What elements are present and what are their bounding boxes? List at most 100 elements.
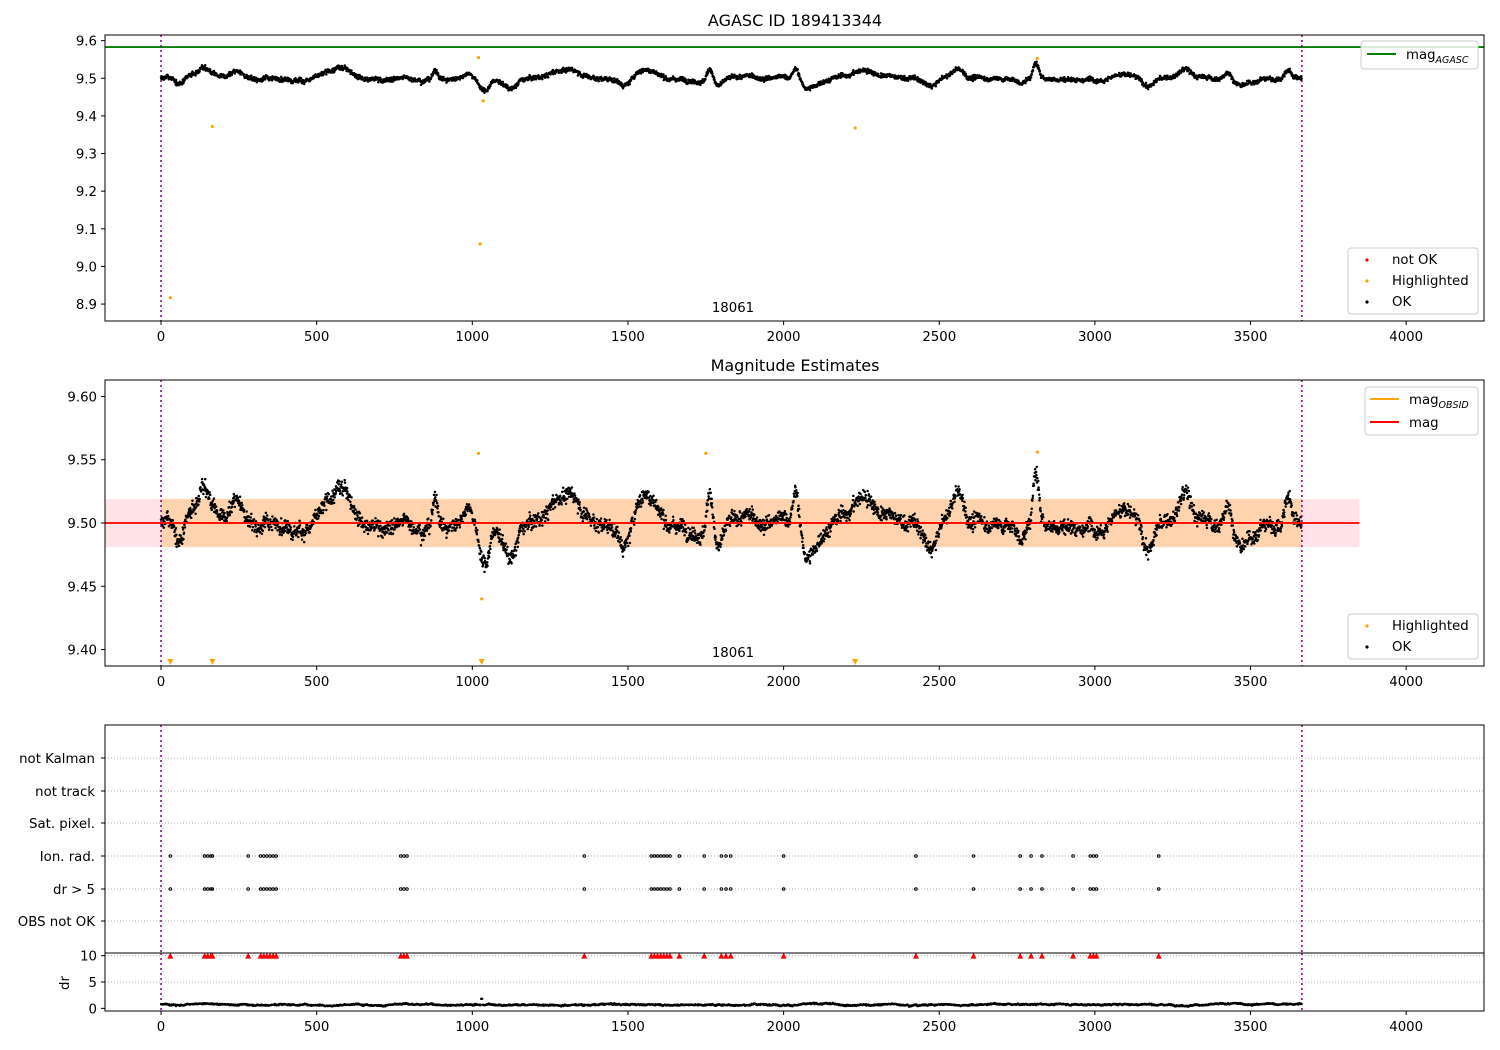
- ok-point: [429, 76, 433, 79]
- ok-point: [341, 494, 345, 497]
- ok-point: [387, 529, 390, 532]
- ok-point: [198, 500, 201, 503]
- ok-point: [302, 82, 306, 86]
- ok-point: [1210, 75, 1213, 79]
- ok-point: [316, 517, 320, 520]
- ok-point: [534, 525, 538, 528]
- ok-point: [208, 493, 212, 497]
- ok-point: [385, 531, 389, 534]
- legend-marker-ok: [1365, 300, 1369, 304]
- ok-point: [302, 540, 306, 544]
- ok-point: [194, 512, 197, 515]
- ok-point: [269, 525, 273, 529]
- ok-point: [249, 516, 252, 519]
- ok-point: [245, 510, 248, 513]
- ok-point: [199, 486, 202, 489]
- ok-point: [470, 74, 474, 77]
- ok-point: [431, 508, 435, 512]
- ok-point: [204, 495, 208, 499]
- ok-point: [255, 534, 259, 538]
- ok-point: [517, 541, 520, 544]
- ok-point: [906, 79, 910, 83]
- ok-point: [293, 525, 296, 528]
- ok-point: [474, 526, 478, 530]
- ok-point: [435, 493, 438, 497]
- ok-point: [425, 529, 429, 532]
- ok-point: [263, 525, 267, 529]
- ok-point: [191, 499, 194, 502]
- ok-point: [172, 524, 176, 528]
- ok-point: [552, 507, 555, 511]
- ok-point: [291, 535, 295, 538]
- ok-point: [504, 542, 508, 545]
- ok-point: [524, 525, 528, 529]
- ok-point: [230, 510, 233, 514]
- ok-point: [597, 79, 600, 83]
- ok-point: [270, 79, 274, 82]
- ok-point: [526, 527, 529, 531]
- ok-point: [409, 525, 413, 528]
- highlighted-point: [476, 55, 481, 60]
- ok-point: [296, 531, 300, 534]
- ok-point: [436, 71, 440, 75]
- ok-point: [375, 524, 379, 527]
- ok-point: [445, 536, 448, 539]
- ok-point: [162, 526, 166, 529]
- ok-point: [339, 489, 342, 493]
- highlighted-point: [210, 124, 214, 129]
- ok-point: [464, 74, 468, 78]
- ok-point: [522, 532, 525, 536]
- ok-point: [198, 497, 201, 501]
- legend-label-not-ok: not OK: [1392, 253, 1437, 268]
- ok-point: [241, 503, 244, 507]
- ok-point: [439, 523, 443, 527]
- ok-point: [517, 533, 520, 537]
- ok-point: [381, 536, 384, 539]
- ok-point: [537, 512, 540, 515]
- ok-point: [429, 519, 433, 522]
- ok-point: [546, 509, 549, 512]
- ok-point: [513, 545, 517, 549]
- ok-point: [418, 523, 421, 527]
- ok-point: [549, 508, 552, 512]
- ok-point: [483, 556, 487, 560]
- ok-point: [182, 537, 185, 541]
- ok-point: [481, 563, 485, 567]
- ok-point: [267, 525, 270, 529]
- ok-point: [402, 512, 406, 515]
- ok-point: [324, 493, 327, 496]
- ok-point: [546, 512, 549, 516]
- ok-point: [349, 500, 352, 504]
- ok-point: [1038, 69, 1042, 73]
- agasc-magnitude-panel: 0 500 1000 1500 2000 2500 3000 3500 40008.99.09.…: [76, 11, 1485, 345]
- ok-point: [899, 74, 903, 78]
- ok-point: [365, 519, 369, 523]
- ok-point: [343, 478, 346, 482]
- ok-point: [222, 509, 225, 512]
- ok-point: [183, 526, 187, 529]
- x-tick-label: 0: [157, 330, 165, 345]
- ok-point: [467, 503, 471, 506]
- ok-point: [418, 528, 422, 531]
- ok-point: [203, 477, 207, 481]
- ok-point: [519, 529, 522, 532]
- ok-point: [179, 534, 182, 537]
- ok-point: [323, 504, 326, 507]
- panel1-plot-area: 0 500 1000 1500 2000 2500 3000 3500 40008.99.09.…: [76, 34, 1485, 345]
- ok-point: [391, 532, 395, 535]
- panel1-legend-upper: magAGASC: [1360, 40, 1479, 70]
- ok-point: [335, 489, 338, 493]
- panel1-obsid-annotation: 18061: [712, 301, 754, 316]
- ok-point: [500, 537, 504, 541]
- ok-point: [487, 555, 491, 559]
- ok-point: [289, 526, 293, 529]
- ok-point: [180, 542, 184, 545]
- ok-point: [215, 509, 219, 513]
- ok-point: [327, 492, 331, 496]
- ok-point: [541, 77, 544, 81]
- ok-point: [798, 75, 801, 78]
- ok-point: [1283, 75, 1286, 78]
- ok-point: [461, 76, 465, 80]
- ok-point: [250, 512, 253, 516]
